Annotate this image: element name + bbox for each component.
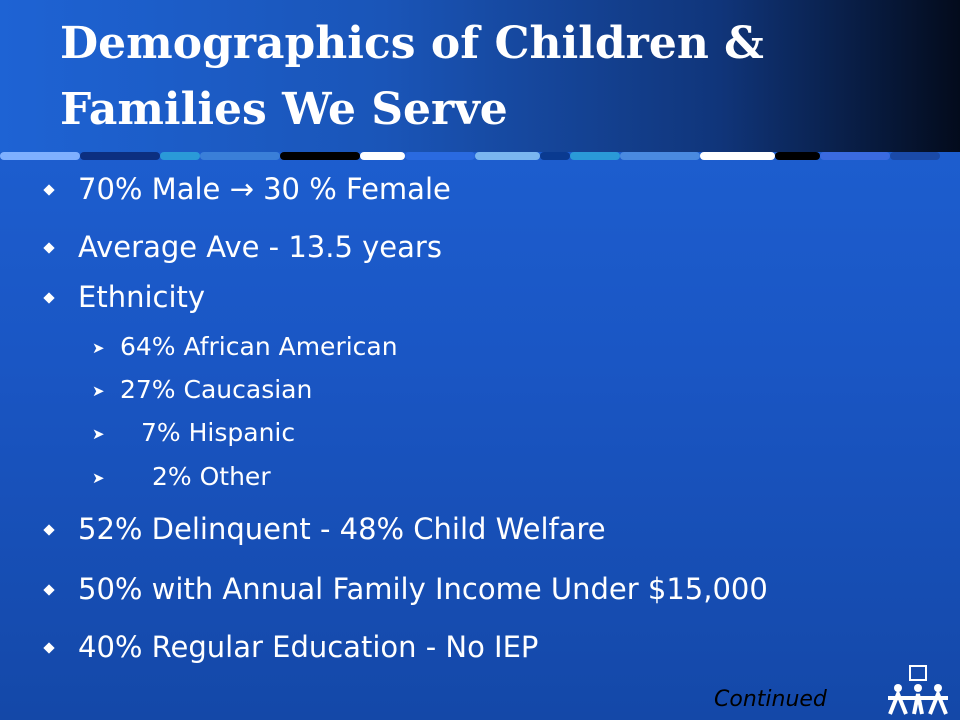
sub-bullet-text: 64% African American (120, 332, 398, 361)
bullet-icon (43, 184, 55, 196)
bullet-icon (43, 292, 55, 304)
bullet-text: 40% Regular Education - No IEP (78, 630, 539, 664)
sub-bullet-text: 7% Hispanic (141, 418, 296, 447)
bullet-icon (43, 524, 55, 536)
sub-bullet-icon: ➤ (92, 425, 105, 443)
bullet-text: Ethnicity (78, 280, 206, 314)
divider-stripe (0, 152, 960, 160)
bullet-text: 52% Delinquent - 48% Child Welfare (78, 512, 606, 546)
bullet-icon (43, 584, 55, 596)
bullet-icon (43, 242, 55, 254)
logo (888, 665, 948, 715)
sub-bullet-icon: ➤ (92, 469, 105, 487)
bullet-text: Average Ave - 13.5 years (78, 230, 442, 264)
title-line: Families We Serve (60, 84, 508, 135)
title-band (0, 0, 960, 152)
bullet-icon (43, 642, 55, 654)
footer-note: Continued (714, 687, 827, 712)
bullet-text: 50% with Annual Family Income Under $15,… (78, 572, 768, 606)
sub-bullet-icon: ➤ (92, 339, 105, 357)
sub-bullet-icon: ➤ (92, 382, 105, 400)
title-line: Demographics of Children & (60, 18, 764, 69)
sub-bullet-text: 27% Caucasian (120, 375, 313, 404)
bullet-text: 70% Male → 30 % Female (78, 172, 451, 206)
sub-bullet-text: 2% Other (152, 462, 271, 491)
